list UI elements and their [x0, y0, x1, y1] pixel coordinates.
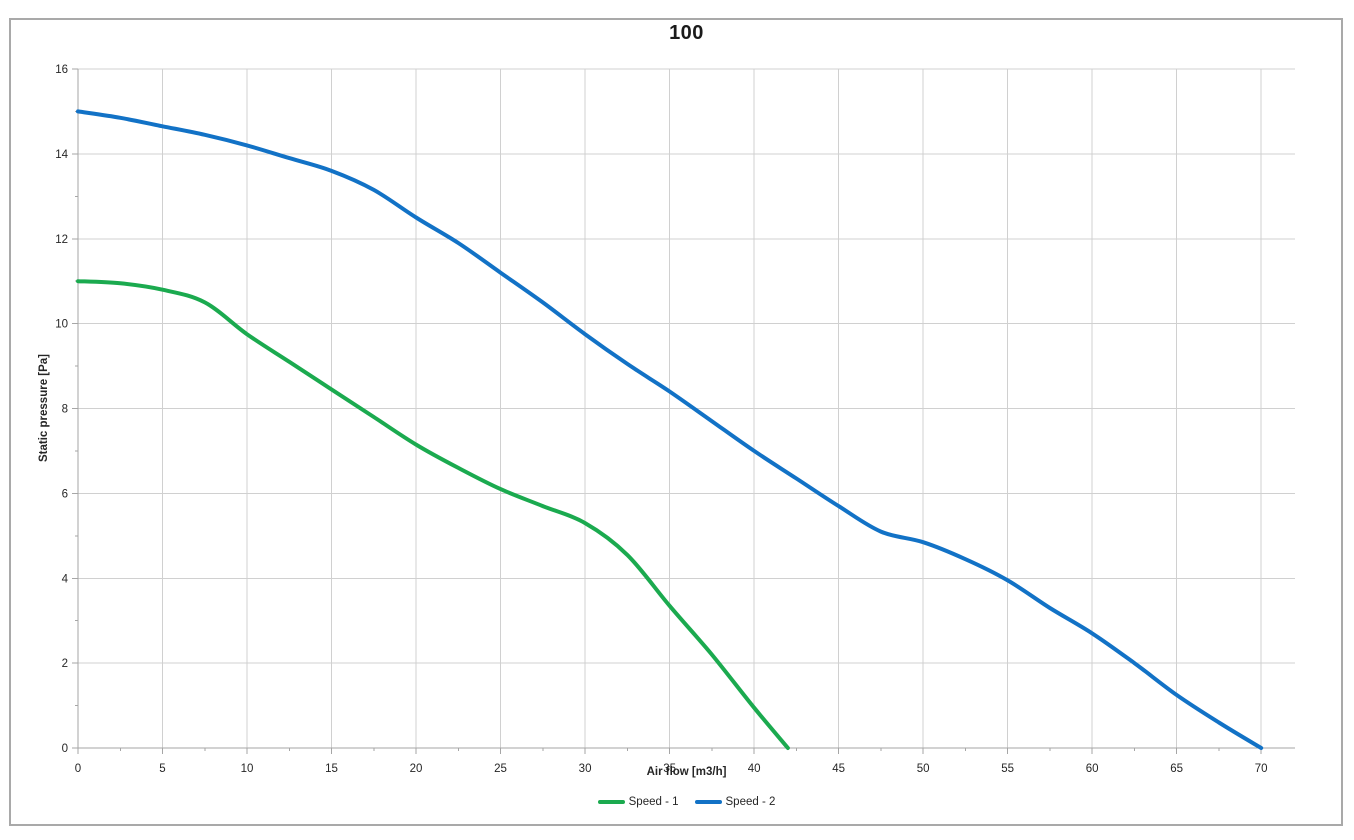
x-tick-label: 30: [579, 763, 592, 775]
x-tick-label: 50: [917, 763, 930, 775]
y-tick-label: 16: [55, 64, 68, 76]
x-tick-label: 55: [1001, 763, 1014, 775]
x-tick-label: 15: [325, 763, 338, 775]
x-tick-label: 20: [410, 763, 423, 775]
x-axis-title: Air flow [m3/h]: [646, 766, 727, 778]
data-series: [76, 109, 1264, 750]
legend-line-speed-1-icon: [597, 800, 625, 804]
x-tick-label: 0: [75, 763, 81, 775]
y-tick-label: 4: [62, 573, 69, 585]
y-tick-label: 6: [62, 488, 68, 500]
x-tick-label: 35: [663, 763, 676, 775]
series-line-2: [76, 109, 1264, 750]
legend: Speed - 1 Speed - 2: [78, 796, 1295, 808]
x-tick-label: 40: [748, 763, 761, 775]
y-tick-label: 12: [55, 234, 68, 246]
chart-title: 100: [669, 22, 704, 44]
y-tick-label: 14: [55, 149, 68, 161]
chart-frame: [9, 18, 1343, 826]
x-tick-label: 25: [494, 763, 507, 775]
axis-ticks: [72, 68, 1262, 754]
y-tick-label: 0: [62, 743, 68, 755]
y-tick-label: 2: [62, 658, 68, 670]
x-tick-label: 65: [1170, 763, 1183, 775]
x-tick-label: 5: [159, 763, 165, 775]
y-tick-label: 10: [55, 319, 68, 331]
y-tick-label: 8: [62, 404, 68, 416]
x-tick-label: 45: [832, 763, 845, 775]
legend-label-speed-1: Speed - 1: [628, 796, 679, 808]
x-tick-label: 10: [241, 763, 254, 775]
legend-line-speed-2-icon: [694, 800, 722, 804]
x-tick-label: 70: [1255, 763, 1268, 775]
series-line-1: [76, 279, 790, 750]
legend-item-speed-2: Speed - 2: [694, 796, 776, 808]
legend-label-speed-2: Speed - 2: [725, 796, 776, 808]
legend-item-speed-1: Speed - 1: [597, 796, 679, 808]
x-tick-label: 60: [1086, 763, 1099, 775]
tick-labels: 0 5 10 15 20 25 30 35 40 45 50 55 60 65 70 0 2 4 6 8 10 12 14 1…: [55, 64, 1267, 775]
y-axis-title: Static pressure [Pa]: [38, 353, 50, 463]
